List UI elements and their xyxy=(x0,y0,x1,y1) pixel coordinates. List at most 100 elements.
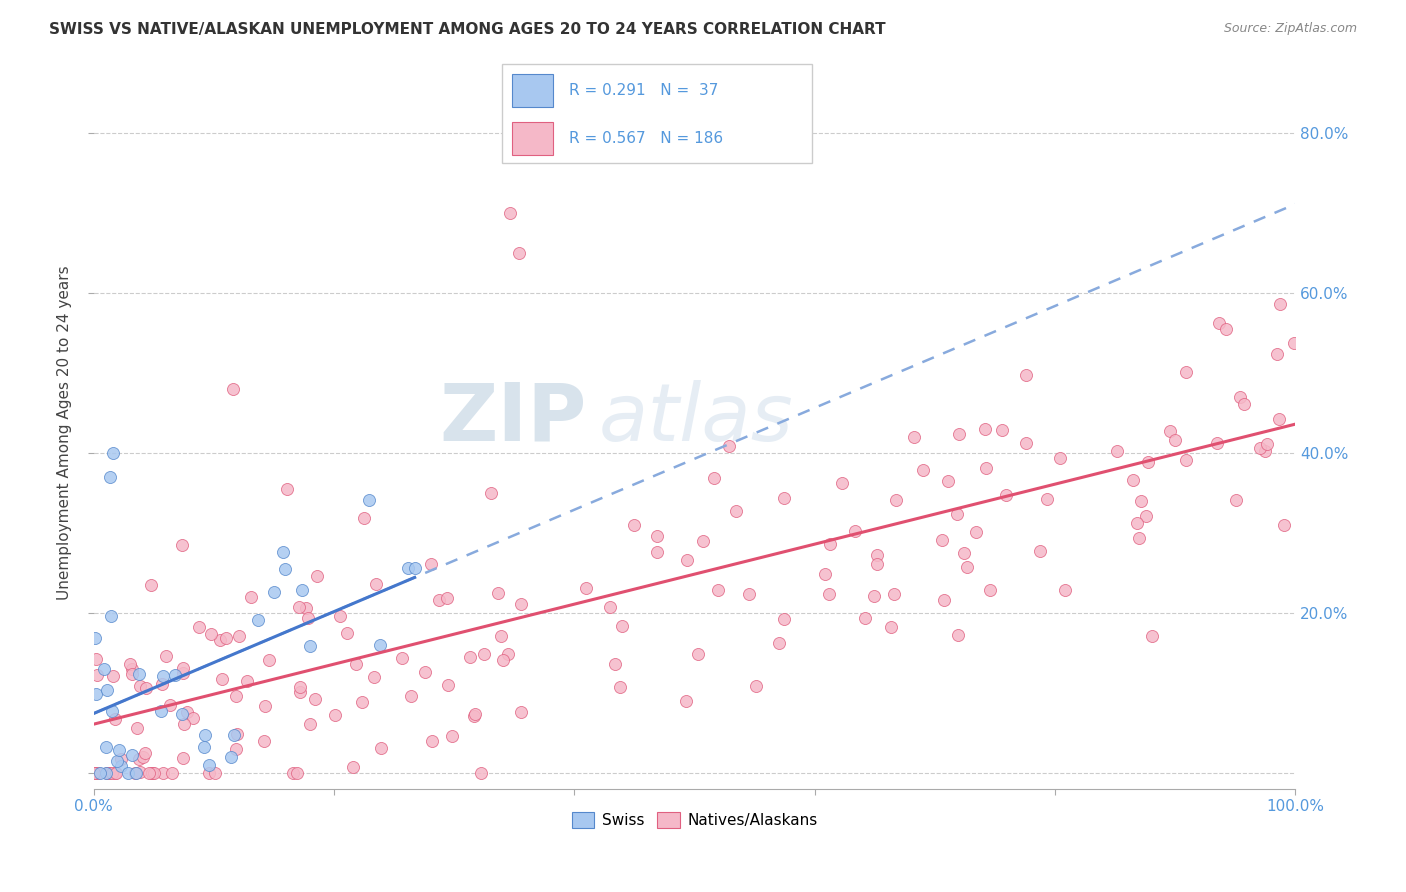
Point xyxy=(288,685,311,699)
Point xyxy=(1029,544,1052,558)
Point xyxy=(150,704,173,718)
Point xyxy=(692,534,714,549)
Point xyxy=(176,705,198,719)
Point xyxy=(173,716,195,731)
Point xyxy=(132,749,155,764)
Point xyxy=(304,691,326,706)
Point xyxy=(853,611,876,625)
Point xyxy=(94,765,117,780)
Text: atlas: atlas xyxy=(599,380,793,458)
Point xyxy=(686,647,709,661)
Point xyxy=(420,557,443,571)
Point xyxy=(866,558,889,572)
Point xyxy=(470,765,492,780)
Point xyxy=(1267,347,1289,361)
Point xyxy=(496,142,519,156)
Point xyxy=(235,673,257,688)
Point xyxy=(194,728,217,742)
Point xyxy=(271,545,294,559)
Point xyxy=(1159,424,1181,438)
Point xyxy=(101,446,124,460)
Point xyxy=(948,628,970,642)
Point xyxy=(973,422,995,436)
Point xyxy=(98,765,121,780)
Point xyxy=(344,657,367,672)
Point xyxy=(1015,436,1038,450)
Point xyxy=(105,765,128,780)
Point xyxy=(297,611,319,625)
Point xyxy=(125,765,148,780)
Point xyxy=(1268,411,1291,425)
Point xyxy=(172,707,194,722)
FancyBboxPatch shape xyxy=(512,74,553,106)
Point xyxy=(198,757,221,772)
Point xyxy=(883,587,905,601)
Point xyxy=(352,695,374,709)
Point xyxy=(1284,335,1306,350)
Point xyxy=(240,590,263,604)
Point xyxy=(160,765,183,780)
Point xyxy=(94,740,117,755)
Point xyxy=(974,461,997,475)
Point xyxy=(172,665,194,680)
Point xyxy=(1205,436,1227,450)
Point xyxy=(253,734,276,748)
Point xyxy=(84,687,107,701)
Point xyxy=(84,631,107,645)
Point xyxy=(329,609,352,624)
Point xyxy=(359,493,381,508)
Text: Source: ZipAtlas.com: Source: ZipAtlas.com xyxy=(1223,22,1357,36)
Point xyxy=(768,636,790,650)
Point xyxy=(276,483,298,497)
Point xyxy=(121,661,143,675)
Point xyxy=(104,765,127,780)
FancyBboxPatch shape xyxy=(502,64,813,163)
Point xyxy=(773,612,796,626)
Point xyxy=(995,488,1018,502)
Point xyxy=(108,743,131,757)
Point xyxy=(496,647,519,661)
Point xyxy=(246,613,269,627)
Point xyxy=(159,698,181,712)
Text: SWISS VS NATIVE/ALASKAN UNEMPLOYMENT AMONG AGES 20 TO 24 YEARS CORRELATION CHART: SWISS VS NATIVE/ALASKAN UNEMPLOYMENT AMO… xyxy=(49,22,886,37)
Point xyxy=(675,553,697,567)
Point xyxy=(912,463,935,477)
Point xyxy=(225,742,247,756)
Point xyxy=(609,680,631,694)
Point xyxy=(1135,509,1157,524)
Point xyxy=(718,439,741,453)
Point xyxy=(440,729,463,743)
Point xyxy=(1272,518,1295,533)
Y-axis label: Unemployment Among Ages 20 to 24 years: Unemployment Among Ages 20 to 24 years xyxy=(58,266,72,600)
Point xyxy=(101,704,124,718)
Point xyxy=(105,755,128,769)
Point xyxy=(225,689,247,703)
Point xyxy=(464,707,486,722)
Point xyxy=(204,765,226,780)
Point xyxy=(93,662,115,676)
Point xyxy=(599,600,621,615)
Point xyxy=(211,672,233,686)
Point xyxy=(1254,444,1277,458)
Point xyxy=(404,561,426,575)
Point xyxy=(100,609,122,624)
Point xyxy=(129,679,152,693)
Point xyxy=(508,246,530,260)
Point xyxy=(129,764,152,779)
Point xyxy=(200,627,222,641)
Point xyxy=(96,765,118,780)
Point xyxy=(946,507,969,521)
Point xyxy=(224,728,246,742)
Point xyxy=(305,569,328,583)
Point xyxy=(499,206,522,220)
Point xyxy=(463,709,485,723)
Point xyxy=(818,587,841,601)
Point xyxy=(257,653,280,667)
Point xyxy=(152,765,174,780)
Point xyxy=(1049,450,1071,465)
Point xyxy=(83,765,105,780)
Point xyxy=(436,591,458,606)
Point xyxy=(675,693,697,707)
Point xyxy=(903,430,925,444)
Point xyxy=(353,510,375,524)
